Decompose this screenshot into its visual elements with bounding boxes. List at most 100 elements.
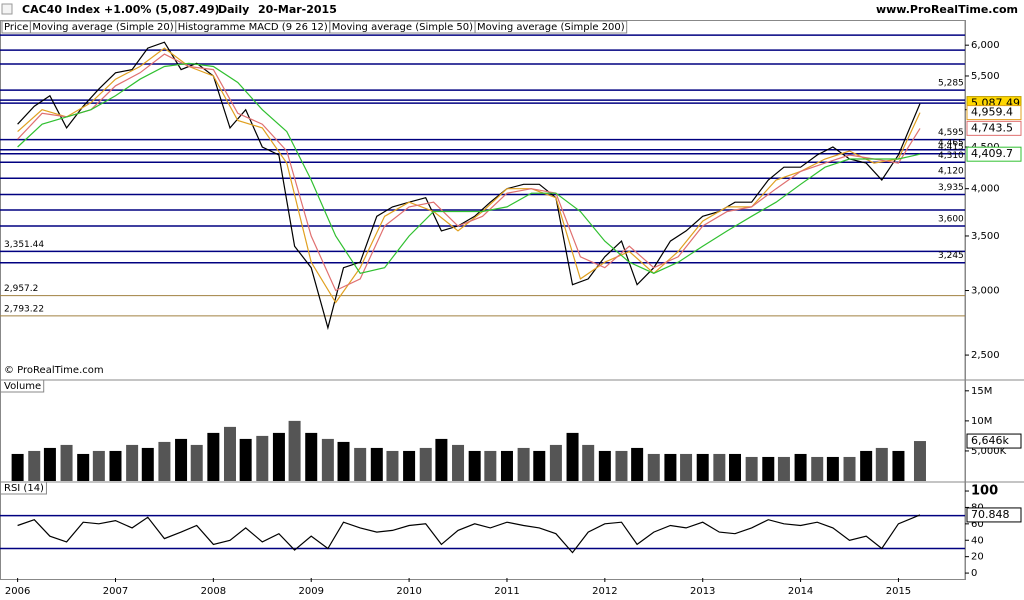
volume-bar	[713, 453, 726, 481]
volume-bar	[875, 447, 888, 481]
volume-bar	[207, 432, 220, 481]
volume-bar	[794, 453, 807, 481]
x-tick-label: 2006	[5, 586, 30, 597]
volume-bar	[598, 450, 611, 481]
legend-entry: Histogramme MACD (9 26 12)	[178, 22, 328, 33]
volume-bar	[141, 447, 154, 481]
current-value-label: 6,646k	[971, 434, 1009, 447]
x-tick-label: 2009	[299, 586, 324, 597]
x-tick-label: 2014	[788, 586, 813, 597]
series-line	[17, 41, 921, 331]
volume-bar	[256, 435, 269, 481]
current-value-label: 4,743.5	[971, 121, 1013, 134]
current-value-label: 4,409.7	[971, 147, 1013, 160]
menu-icon[interactable]	[1, 3, 13, 15]
volume-bar	[419, 447, 432, 481]
volume-bar	[729, 453, 742, 481]
period: Daily	[218, 3, 249, 16]
current-value-box	[966, 507, 1022, 523]
y-tick-label: 60	[971, 519, 984, 530]
current-value-box	[966, 433, 1022, 449]
level-label: 4,415	[938, 142, 964, 152]
volume-bar	[354, 447, 367, 481]
series-line	[17, 53, 921, 292]
panel-title-box	[0, 481, 47, 495]
level-label: 2,793.22	[4, 304, 44, 314]
current-value-box	[966, 105, 1022, 121]
volume-bar	[223, 426, 236, 481]
volume-bar	[11, 453, 24, 481]
volume-bar	[403, 450, 416, 481]
y-tick-label: 20	[971, 552, 984, 563]
volume-bar	[435, 438, 448, 481]
series-line	[17, 514, 921, 554]
volume-bar	[484, 450, 497, 481]
y-tick-label: 4,000	[971, 184, 1000, 195]
x-tick-label: 2012	[592, 586, 617, 597]
volume-bar	[745, 456, 758, 481]
volume-bar	[500, 450, 513, 481]
volume-bar	[696, 453, 709, 481]
current-value-label: 4,959.4	[971, 106, 1013, 119]
current-value-label: 70.848	[971, 508, 1010, 521]
volume-bar	[370, 447, 383, 481]
y-tick-label: 10M	[971, 416, 992, 427]
x-tick-label: 2015	[886, 586, 911, 597]
volume-bar	[337, 441, 350, 481]
level-label: 4,120	[938, 167, 964, 177]
volume-bar	[913, 441, 926, 481]
volume-bar	[272, 432, 285, 481]
volume-bar	[288, 420, 301, 481]
y-tick-label: 6,000	[971, 40, 1000, 51]
volume-bar	[811, 456, 824, 481]
volume-bar	[468, 450, 481, 481]
volume-bar	[762, 456, 775, 481]
legend-entry: Moving average (Simple 50)	[332, 22, 473, 33]
level-label: 3,351.44	[4, 240, 44, 250]
volume-bar	[843, 456, 856, 481]
watermark: © ProRealTime.com	[4, 365, 104, 376]
y-tick-label: 5,000K	[971, 446, 1007, 457]
change: +1.00% (5,087.49)	[104, 3, 220, 16]
y-tick-label: 3,500	[971, 231, 1000, 242]
x-tick-label: 2013	[690, 586, 715, 597]
x-tick-label: 2010	[396, 586, 421, 597]
volume-bar	[860, 450, 873, 481]
panel-title: Volume	[4, 381, 41, 392]
volume-bar	[126, 444, 139, 481]
volume-bar	[582, 444, 595, 481]
index-name: CAC40 Index	[22, 3, 100, 16]
volume-bar	[43, 447, 56, 481]
volume-bar	[28, 450, 41, 481]
volume-bar	[549, 444, 562, 481]
volume-bar	[109, 450, 122, 481]
current-value-box	[966, 120, 1022, 136]
y-tick-label: 5,500	[971, 71, 1000, 82]
volume-bar	[452, 444, 465, 481]
volume-bar	[321, 438, 334, 481]
level-label: 3,935	[938, 183, 964, 193]
volume-bar	[305, 432, 318, 481]
x-tick-label: 2008	[201, 586, 226, 597]
volume-bar	[77, 453, 90, 481]
volume-bar	[615, 450, 628, 481]
volume-bar	[680, 453, 693, 481]
legend-entry: Moving average (Simple 200)	[477, 22, 625, 33]
level-label: 3,245	[938, 251, 964, 261]
volume-bar	[158, 441, 171, 481]
volume-bar	[190, 444, 203, 481]
volume-bar	[517, 447, 530, 481]
volume-bar	[664, 453, 677, 481]
legend: Price Moving average (Simple 20) Histogram…	[1, 20, 628, 34]
volume-bar	[777, 456, 790, 481]
volume-bar	[386, 450, 399, 481]
y-tick-label: 3,000	[971, 286, 1000, 297]
y-tick-label: 0	[971, 568, 977, 579]
level-label: 5,285	[938, 79, 964, 89]
volume-bar	[566, 432, 579, 481]
level-label: 2,957.2	[4, 284, 38, 294]
level-label: 4,595	[938, 128, 964, 138]
date: 20-Mar-2015	[258, 3, 337, 16]
x-tick-label: 2007	[103, 586, 128, 597]
